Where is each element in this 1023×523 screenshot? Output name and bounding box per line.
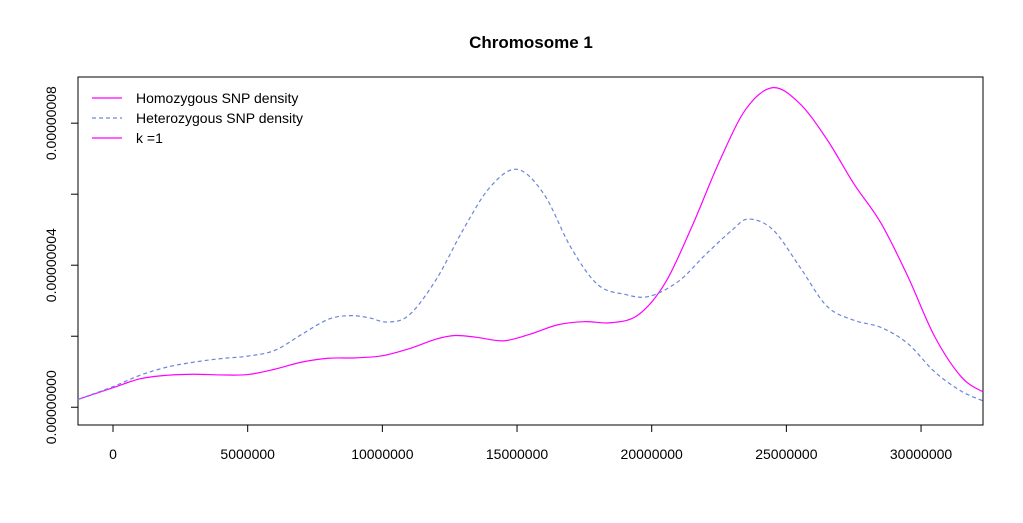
chart-title: Chromosome 1	[469, 33, 593, 52]
legend-label: k =1	[136, 130, 163, 146]
legend-label: Heterozygous SNP density	[136, 110, 303, 126]
x-tick-label: 0	[109, 446, 117, 462]
legend-label: Homozygous SNP density	[136, 90, 298, 106]
y-tick-label: 0.00000008	[43, 86, 59, 160]
heterozygous-density-line	[77, 168, 984, 402]
y-tick-label: 0.00000000	[43, 370, 59, 444]
series-layer	[77, 87, 984, 402]
x-tick-label: 20000000	[621, 446, 684, 462]
x-tick-label: 15000000	[486, 446, 549, 462]
legend: Homozygous SNP density Heterozygous SNP d…	[92, 90, 303, 146]
y-tick-label: 0.00000004	[43, 228, 59, 302]
x-tick-label: 5000000	[220, 446, 275, 462]
x-axis: 0 5000000 10000000 15000000 20000000 25000000…	[109, 425, 952, 462]
x-tick-label: 30000000	[890, 446, 953, 462]
y-axis: 0.00000000 0.00000004 0.00000008	[43, 86, 78, 444]
x-tick-label: 25000000	[755, 446, 818, 462]
plot-frame	[77, 76, 984, 426]
homozygous-density-line	[77, 87, 984, 400]
x-tick-label: 10000000	[351, 446, 414, 462]
